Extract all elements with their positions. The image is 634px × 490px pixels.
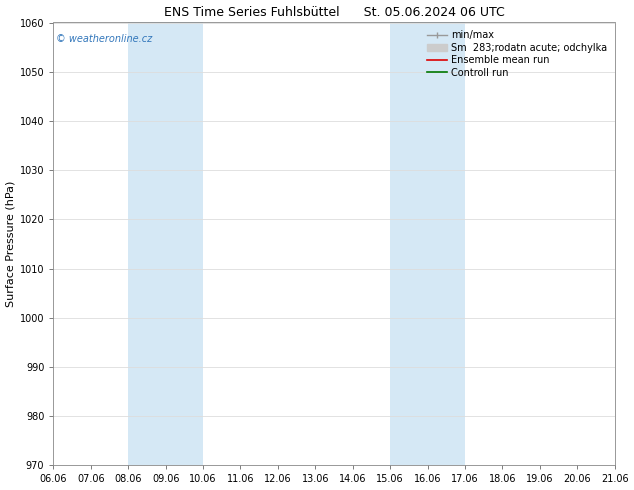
- Bar: [390, 23, 465, 466]
- Y-axis label: Surface Pressure (hPa): Surface Pressure (hPa): [6, 181, 16, 307]
- Legend: min/max, Sm  283;rodatn acute; odchylka, Ensemble mean run, Controll run: min/max, Sm 283;rodatn acute; odchylka, …: [425, 27, 610, 80]
- Bar: [128, 23, 203, 466]
- Text: © weatheronline.cz: © weatheronline.cz: [56, 34, 152, 44]
- Title: ENS Time Series Fuhlsbüttel      St. 05.06.2024 06 UTC: ENS Time Series Fuhlsbüttel St. 05.06.20…: [164, 5, 505, 19]
